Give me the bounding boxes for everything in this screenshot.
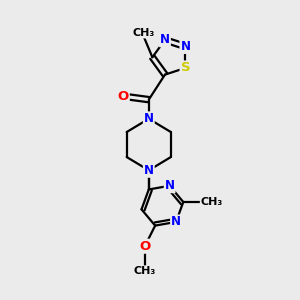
Text: N: N	[144, 112, 154, 125]
Text: O: O	[118, 90, 129, 103]
Text: N: N	[160, 33, 170, 46]
Text: S: S	[181, 61, 190, 74]
Text: O: O	[139, 240, 151, 253]
Text: N: N	[180, 40, 190, 53]
Text: N: N	[144, 164, 154, 177]
Text: N: N	[165, 179, 175, 192]
Text: CH₃: CH₃	[132, 28, 154, 38]
Text: CH₃: CH₃	[134, 266, 156, 276]
Text: CH₃: CH₃	[201, 197, 223, 207]
Text: N: N	[171, 215, 181, 228]
